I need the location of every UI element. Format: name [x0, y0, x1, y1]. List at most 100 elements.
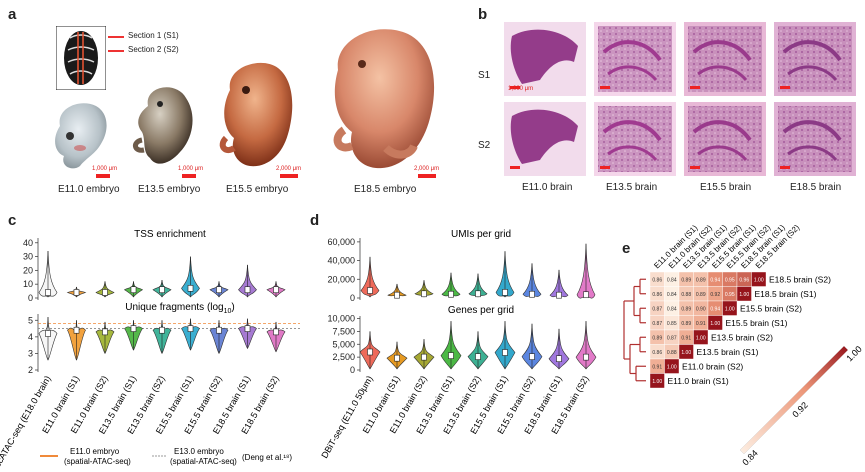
heatmap-cell	[707, 315, 723, 331]
heatmap-cell-value: 0.88	[681, 292, 691, 298]
violin-c-bottom-box	[216, 326, 222, 334]
embryo-e11-image	[55, 103, 107, 169]
heatmap-cell-value: 1.00	[739, 292, 749, 298]
legend-label-ref: (Deng et al.¹⁸)	[242, 453, 292, 462]
colorbar	[739, 345, 849, 455]
violin-c-top-box	[102, 289, 108, 296]
embryo-label-e13: E13.5 embryo	[138, 184, 201, 195]
heatmap-cell-value: 0.87	[667, 335, 677, 341]
heatmap-cell-value: 0.87	[652, 321, 662, 327]
brain-fold	[787, 145, 838, 162]
violin-c-bottom-box	[273, 328, 279, 336]
brain-fold	[787, 65, 838, 82]
heatmap-cell-value: 0.91	[652, 364, 662, 370]
legend-line-s2	[108, 50, 124, 52]
legend-label-e11: E11.0 embryo	[70, 447, 120, 456]
violin-d-bottom-box	[448, 352, 454, 359]
violin-d-top-box	[475, 290, 481, 298]
violin-c-bottom-box	[244, 325, 251, 332]
chart-c-bottom-axis-tick-label: 2	[28, 365, 33, 375]
brain-scale-bar	[690, 166, 700, 169]
brain-fold	[607, 65, 658, 82]
violin-d-top-box	[448, 290, 454, 298]
chart-c-top-axis-tick-label: 40	[23, 238, 33, 248]
violin-d-top-box	[421, 290, 427, 298]
brain-fold	[602, 40, 662, 62]
violin-c-top-box	[45, 289, 51, 296]
chart-c-top-title: TSS enrichment	[134, 229, 206, 240]
legend-label-s1: Section 1 (S1)	[128, 31, 179, 40]
violin-d-top-box	[529, 290, 535, 298]
brain-fold	[782, 120, 842, 142]
panel-letter-e: e	[622, 240, 631, 257]
chart-d-top-axis-tick-label: 0	[350, 293, 355, 303]
col-label-e15: E15.5 brain	[700, 182, 752, 193]
violin-c-top-box	[73, 289, 80, 296]
violin-c-bottom-box	[102, 328, 108, 336]
heatmap-cell-value: 1.00	[725, 306, 735, 312]
heatmap-row-label: E13.5 brain (S2)	[711, 332, 773, 342]
chart-c-top-axis-tick-label: 30	[23, 252, 33, 262]
brain-fold	[692, 120, 752, 142]
brain-section-grid	[504, 22, 856, 176]
brain-scale-bar	[780, 166, 790, 169]
heatmap-cell-value: 0.86	[652, 292, 662, 298]
brain-scale-bar	[510, 166, 520, 169]
heatmap-cell-value: 0.90	[696, 306, 706, 312]
heatmap-row-label: E13.5 brain (S1)	[697, 347, 759, 357]
legend-label-e13-sub: (spatial-ATAC-seq)	[170, 457, 237, 466]
heatmap-cell-value: 1.00	[667, 364, 677, 370]
scale-bar-e15	[280, 174, 298, 178]
chart-d-bottom-axis-tick-label: 7,500	[332, 326, 355, 336]
violin-c-top-box	[187, 285, 194, 292]
embryo-e15-image	[219, 62, 293, 167]
violin-d-bottom-box	[502, 349, 508, 356]
violin-d-bottom-box	[556, 355, 562, 362]
brain-fold	[602, 120, 662, 142]
scale-text-e13: 1,000 μm	[178, 166, 204, 172]
heatmap-cell-value: 0.89	[681, 321, 691, 327]
panel-letter-d: d	[310, 212, 320, 229]
chart-c-bottom-axis-tick-label: 4	[28, 332, 33, 342]
heatmap-row-label: E15.5 brain (S1)	[726, 318, 788, 328]
heatmap-cell-value: 0.89	[681, 277, 691, 283]
violin-d-bottom-box	[529, 353, 535, 360]
col-label-e11: E11.0 brain	[522, 182, 573, 193]
heatmap-cell-value: 0.89	[696, 277, 706, 283]
chart-d-top-axis-tick-label: 60,000	[327, 237, 355, 247]
heatmap-cell	[649, 373, 665, 389]
violin-c-bottom-box	[73, 326, 80, 334]
heatmap-cell-value: 0.86	[652, 277, 662, 283]
heatmap-row-label: E18.5 brain (S2)	[769, 274, 831, 284]
chart-d-bottom-axis-tick-label: 5,000	[332, 339, 355, 349]
heatmap-row-label: E18.5 brain (S1)	[755, 289, 817, 299]
colorbar-label-max: 1.00	[844, 344, 863, 363]
col-label-e18: E18.5 brain	[790, 182, 842, 193]
brain-scale-bar	[780, 86, 790, 89]
heatmap-cell-value: 0.88	[667, 350, 677, 356]
embryo-label-e18: E18.5 embryo	[354, 184, 417, 195]
heatmap-cell-value: 0.89	[681, 306, 691, 312]
chart-d-top-axis-tick-label: 40,000	[327, 256, 355, 266]
heatmap-row-label: E15.5 brain (S2)	[740, 303, 802, 313]
violin-d-top-box	[583, 291, 589, 299]
brain-fold	[607, 145, 658, 162]
violin-c-top-box	[159, 286, 165, 294]
heatmap-cell-value: 0.86	[652, 350, 662, 356]
heatmap-cell-value: 0.84	[667, 277, 677, 283]
heatmap-cell-value: 0.85	[667, 321, 677, 327]
violin-d-bottom-box	[394, 354, 400, 362]
brain-fold	[782, 40, 842, 62]
embryo-label-e15: E15.5 embryo	[226, 184, 289, 195]
chart-c-bottom-axis-tick-label: 3	[28, 348, 33, 358]
violin-d-top-box	[556, 291, 562, 299]
heatmap-cell-value: 0.91	[696, 321, 706, 327]
brain-scale-bar	[510, 86, 520, 89]
chart-d-bottom-axis-tick-label: 10,000	[327, 314, 355, 324]
heatmap-row-label: E11.0 brain (S2)	[682, 361, 743, 371]
violin-c-bottom-box	[45, 330, 51, 337]
scale-text-e15: 2,000 μm	[276, 166, 302, 172]
heatmap-cell-value: 0.84	[667, 292, 677, 298]
heatmap-cell	[736, 286, 752, 302]
violin-chart-c: TSS enrichment 40 30 20 10 0 Unique fragments …	[0, 229, 300, 472]
